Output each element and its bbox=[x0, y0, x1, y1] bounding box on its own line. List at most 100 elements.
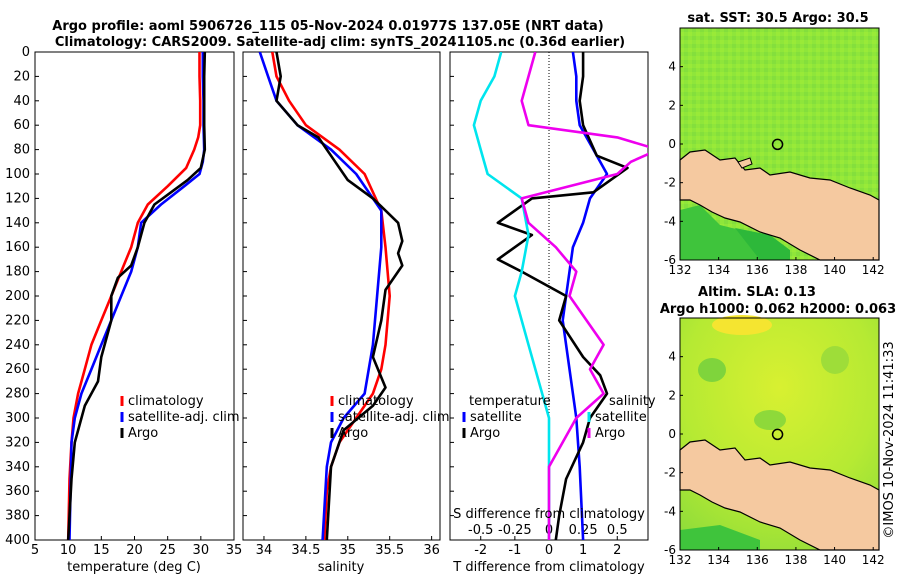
map-x-tick-label: 142 bbox=[862, 553, 885, 567]
map-y-tick-label: -2 bbox=[664, 466, 676, 480]
map-y-tick-label: -4 bbox=[664, 504, 676, 518]
legend-label-t-argo: Argo bbox=[470, 426, 500, 441]
map-y-tick-label: 4 bbox=[668, 60, 676, 74]
map-x-tick-label: 142 bbox=[862, 263, 885, 277]
legend-label-argo: Argo bbox=[128, 426, 158, 441]
depth-tick-label: 220 bbox=[5, 313, 30, 328]
depth-tick-label: 60 bbox=[13, 118, 30, 133]
watermark: ©IMOS 10-Nov-2024 11:41:33 bbox=[882, 341, 897, 538]
sla-high-patch bbox=[712, 315, 772, 335]
sst-cool-patch bbox=[680, 205, 765, 260]
legend-label-s-satellite: satellite bbox=[595, 410, 647, 425]
depth-tick-label: 280 bbox=[5, 387, 30, 402]
sla-y-ticks: 4 2 0 -2 -4 -6 bbox=[664, 350, 683, 557]
difference-series bbox=[472, 52, 648, 540]
sst-map bbox=[679, 27, 880, 261]
x-tick-label: 5 bbox=[31, 543, 39, 558]
depth-tick-label: 340 bbox=[5, 460, 30, 475]
map-x-tick-label: 136 bbox=[746, 263, 769, 277]
temperature-series bbox=[66, 52, 207, 540]
map-y-tick-label: 2 bbox=[668, 388, 676, 402]
salinity-series bbox=[258, 52, 404, 540]
map-y-tick-label: 0 bbox=[668, 427, 676, 441]
map-x-tick-label: 140 bbox=[823, 263, 846, 277]
map-x-tick-label: 140 bbox=[823, 553, 846, 567]
header-line1: Argo profile: aoml 5906726_115 05-Nov-20… bbox=[52, 19, 603, 34]
x-tick-label: 25 bbox=[159, 543, 176, 558]
x-tick-label: 1 bbox=[579, 543, 587, 558]
x-tick-label: 34.5 bbox=[291, 543, 320, 558]
depth-tick-label: 320 bbox=[5, 435, 30, 450]
depth-tick-label: 40 bbox=[13, 94, 30, 109]
map-x-tick-label: 138 bbox=[784, 553, 807, 567]
depth-tick-label: 380 bbox=[5, 509, 30, 524]
sla-low-patch bbox=[821, 346, 849, 374]
x-tick-label: 0 bbox=[545, 543, 553, 558]
land-new-guinea bbox=[679, 439, 880, 551]
legend-label-t-satellite: satellite bbox=[470, 410, 522, 425]
temperature-axes bbox=[34, 51, 235, 541]
series-line-t-satellite bbox=[561, 52, 609, 540]
difference-top-xlabel: S difference from climatology bbox=[453, 507, 645, 522]
legend-label-satellite: satellite-adj. clim bbox=[128, 410, 240, 425]
sla-x-ticks: 132 134 136 138 140 142 bbox=[669, 547, 885, 567]
map-y-tick-label: -6 bbox=[664, 253, 676, 267]
sla-map-subtitle: Argo h1000: 0.062 h2000: 0.063 bbox=[660, 302, 896, 317]
depth-tick-label: 300 bbox=[5, 411, 30, 426]
sla-low-patch bbox=[698, 358, 726, 382]
depth-tick-label: 160 bbox=[5, 240, 30, 255]
sla-map-title: Altim. SLA: 0.13 bbox=[698, 285, 816, 300]
salinity-legend: climatology satellite-adj. clim Argo bbox=[330, 394, 450, 441]
depth-tick-label: 140 bbox=[5, 216, 30, 231]
legend-title-salinity: salinity bbox=[609, 394, 656, 409]
legend-label-argo: Argo bbox=[338, 426, 368, 441]
sla-low-patch bbox=[754, 410, 786, 430]
x-tick-label: 35 bbox=[226, 543, 243, 558]
legend-label-climatology: climatology bbox=[338, 394, 414, 409]
difference-xlabel: T difference from climatology bbox=[452, 560, 645, 575]
series-line-t-argo bbox=[496, 52, 629, 540]
legend-label-s-argo: Argo bbox=[595, 426, 625, 441]
map-x-tick-label: 134 bbox=[707, 263, 730, 277]
x-tick-label: 30 bbox=[193, 543, 210, 558]
x-tick-label: 10 bbox=[60, 543, 77, 558]
depth-tick-label: 400 bbox=[5, 533, 30, 548]
map-y-tick-label: 4 bbox=[668, 350, 676, 364]
map-y-tick-label: -2 bbox=[664, 176, 676, 190]
depth-tick-label: 20 bbox=[13, 69, 30, 84]
difference-legend: temperature salinity satellite Argo sate… bbox=[462, 394, 656, 441]
map-x-tick-label: 132 bbox=[669, 263, 692, 277]
series-line-argo bbox=[275, 52, 404, 540]
depth-tick-label: 180 bbox=[5, 265, 30, 280]
sst-map-title: sat. SST: 30.5 Argo: 30.5 bbox=[687, 11, 868, 26]
land-island bbox=[737, 157, 753, 169]
sst-x-ticks: 132 134 136 138 140 142 bbox=[669, 257, 885, 277]
header-line2: Climatology: CARS2009. Satellite-adj cli… bbox=[55, 35, 625, 50]
series-line-s-argo bbox=[520, 52, 648, 540]
map-x-tick-label: 138 bbox=[784, 263, 807, 277]
map-y-tick-label: -4 bbox=[664, 214, 676, 228]
depth-tick-label: 360 bbox=[5, 484, 30, 499]
sst-cool-patch bbox=[735, 228, 790, 260]
argo-position-marker bbox=[771, 428, 784, 441]
land-new-guinea bbox=[679, 149, 880, 261]
x-tick-label: 15 bbox=[93, 543, 110, 558]
x-tick-label: 36 bbox=[423, 543, 440, 558]
x-tick-label: 20 bbox=[126, 543, 143, 558]
legend-title-temperature: temperature bbox=[469, 394, 551, 409]
series-line-climatology bbox=[66, 52, 202, 540]
x-tick-label: 34 bbox=[256, 543, 273, 558]
x-tick-label: -1 bbox=[508, 543, 521, 558]
s-diff-tick-label: 0.5 bbox=[607, 523, 628, 538]
map-x-tick-label: 134 bbox=[707, 553, 730, 567]
depth-tick-label: 0 bbox=[22, 45, 30, 60]
map-y-tick-label: 0 bbox=[668, 137, 676, 151]
depth-tick-label: 260 bbox=[5, 362, 30, 377]
legend-label-satellite: satellite-adj. clim bbox=[338, 410, 450, 425]
depth-tick-label: 100 bbox=[5, 167, 30, 182]
map-y-tick-label: 2 bbox=[668, 98, 676, 112]
sst-y-ticks: 4 2 0 -2 -4 -6 bbox=[664, 60, 683, 267]
depth-tick-label: 240 bbox=[5, 338, 30, 353]
